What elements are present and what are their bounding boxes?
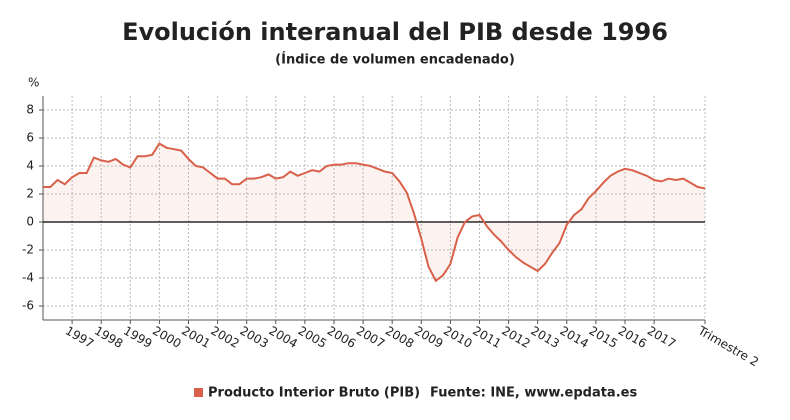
legend-swatch [194, 388, 203, 397]
x-tick-label: 2004 [267, 324, 300, 351]
x-tick-label: 2011 [470, 324, 503, 351]
y-tick-label: 0 [26, 215, 34, 229]
x-tick-label: 1999 [121, 324, 154, 351]
x-tick-label: 2013 [528, 324, 561, 351]
chart-subtitle: (Índice de volumen encadenado) [275, 52, 515, 68]
x-tick-label: 2000 [150, 324, 183, 351]
y-axis-label: % [28, 76, 39, 90]
x-tick-label: 2014 [558, 324, 591, 351]
x-tick-label: 2017 [645, 324, 678, 351]
x-tick-label: 2001 [179, 324, 212, 351]
y-tick-label: -4 [22, 271, 34, 285]
x-tick-label: 2002 [208, 324, 241, 351]
x-tick-label: 2003 [237, 324, 270, 351]
legend-label: Producto Interior Bruto (PIB) [208, 386, 420, 401]
x-tick-label: 2012 [499, 324, 532, 351]
line [43, 142, 706, 283]
y-tick-label: 4 [26, 159, 34, 173]
source: Fuente: INE, www.epdata.es [430, 386, 637, 401]
x-tick-label: 2010 [441, 324, 474, 351]
chart-title: Evolución interanual del PIB desde 1996 [122, 18, 668, 46]
x-tick-label: 1997 [63, 324, 96, 351]
x-tick-label: 2005 [296, 324, 329, 351]
y-tick-label: -6 [22, 299, 34, 313]
x-tick-label: 2007 [354, 324, 387, 351]
x-tick-label: 1998 [92, 324, 125, 351]
y-tick-label: -2 [22, 243, 34, 257]
y-tick-label: 6 [26, 131, 34, 145]
y-tick-label: 8 [26, 103, 34, 117]
y-tick-label: 2 [26, 187, 34, 201]
x-tick-label: 2008 [383, 324, 416, 351]
x-tick-label: Trimestre 2 [695, 323, 761, 369]
x-tick-label: 2009 [412, 324, 445, 351]
x-tick-label: 2016 [616, 324, 649, 351]
x-tick-label: 2015 [587, 324, 620, 351]
area [43, 143, 705, 281]
x-tick-label: 2006 [325, 324, 358, 351]
